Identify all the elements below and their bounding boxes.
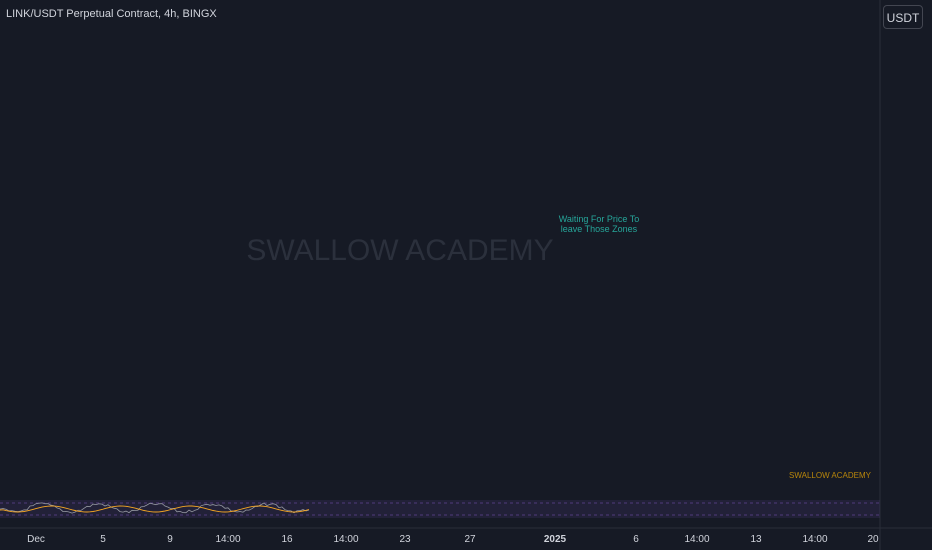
note-line-2: leave Those Zones: [561, 224, 638, 234]
watermark-small: SWALLOW ACADEMY: [789, 471, 872, 480]
currency-button[interactable]: USDT: [883, 5, 923, 29]
x-tick-label: 14:00: [802, 534, 827, 545]
oscillator-band: [0, 500, 880, 518]
x-tick-label: 20: [867, 534, 879, 545]
x-tick-label: 5: [100, 534, 106, 545]
note-line-1: Waiting For Price To: [559, 214, 640, 224]
x-tick-label: 13: [750, 534, 762, 545]
x-tick-label: 23: [399, 534, 411, 545]
x-tick-label: 14:00: [684, 534, 709, 545]
x-tick-label: 16: [281, 534, 293, 545]
oscillator-signal-line: [0, 505, 310, 513]
watermark: SWALLOW ACADEMY: [246, 234, 553, 267]
x-tick-label: 9: [167, 534, 173, 545]
x-tick-label: 6: [633, 534, 639, 545]
x-tick-label: 27: [464, 534, 476, 545]
oscillator-line: [0, 502, 310, 514]
chart-title: LINK/USDT Perpetual Contract, 4h, BINGX: [6, 8, 217, 20]
x-tick-label: 14:00: [215, 534, 240, 545]
x-tick-label: Dec: [27, 534, 45, 545]
x-tick-label: 2025: [544, 534, 567, 545]
x-tick-label: 14:00: [333, 534, 358, 545]
